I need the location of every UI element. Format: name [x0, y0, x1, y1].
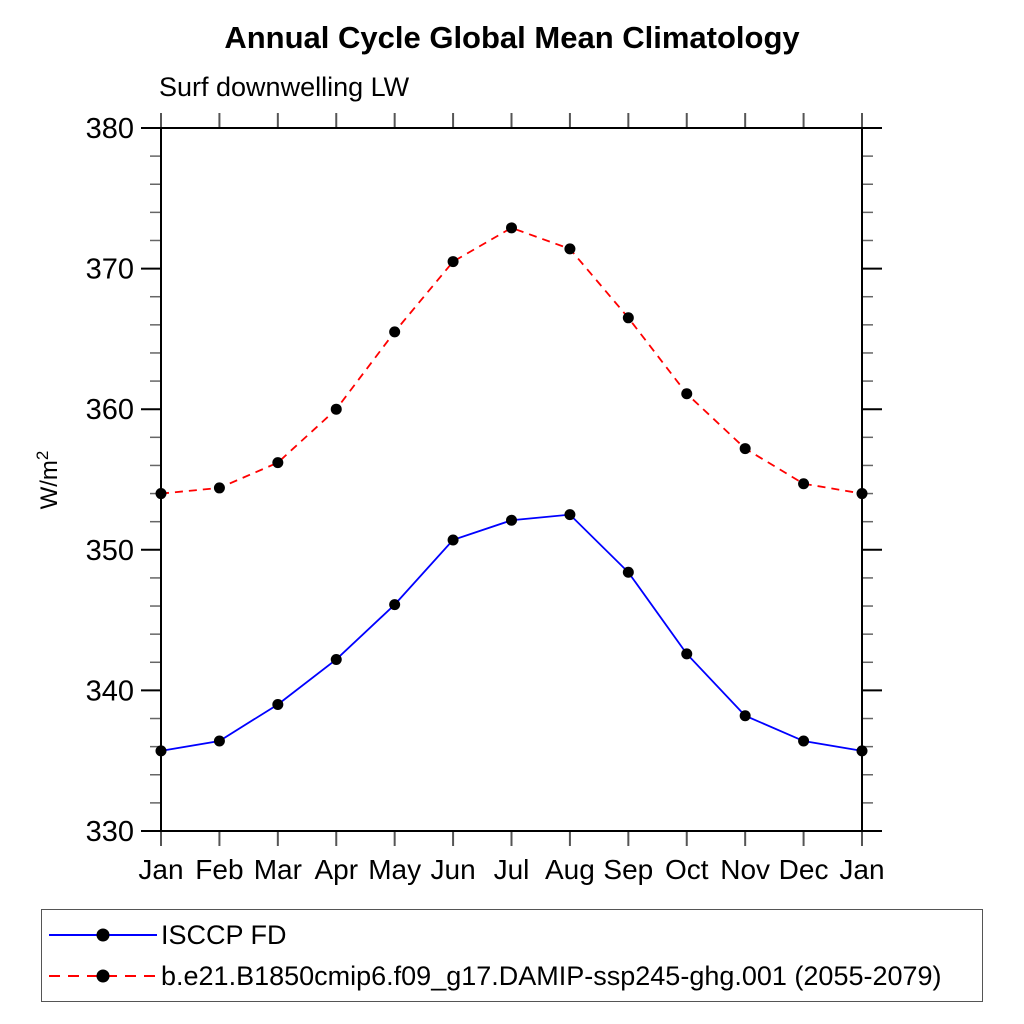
- data-point: [389, 599, 401, 611]
- data-point: [856, 745, 868, 757]
- y-tick-label: 350: [86, 535, 134, 567]
- legend-line-sample: [49, 969, 157, 983]
- y-axis-label: W/m2: [33, 451, 63, 510]
- data-point: [447, 256, 459, 268]
- data-point: [739, 710, 751, 722]
- data-point: [506, 222, 517, 234]
- x-tick-label: Dec: [779, 854, 829, 885]
- data-point: [622, 312, 634, 324]
- x-tick-label: Jun: [431, 854, 476, 885]
- x-tick-label: Oct: [665, 854, 709, 885]
- data-point: [681, 388, 693, 400]
- data-point: [681, 648, 693, 660]
- data-point: [155, 488, 167, 500]
- legend-box: ISCCP FD b.e21.B1850cmip6.f09_g17.DAMIP-s…: [41, 909, 983, 1002]
- data-point: [739, 443, 751, 455]
- x-tick-label: Jan: [138, 854, 183, 885]
- data-point: [330, 653, 342, 665]
- y-tick-label: 340: [86, 675, 134, 707]
- data-point: [506, 514, 517, 526]
- x-tick-label: Jan: [839, 854, 884, 885]
- legend-item: b.e21.B1850cmip6.f09_g17.DAMIP-ssp245-gh…: [47, 958, 982, 994]
- data-point: [272, 698, 284, 710]
- data-point: [213, 735, 225, 747]
- chart-title: Annual Cycle Global Mean Climatology: [224, 20, 800, 55]
- x-tick-label: Nov: [720, 854, 770, 885]
- data-point: [213, 482, 225, 494]
- legend-label: b.e21.B1850cmip6.f09_g17.DAMIP-ssp245-gh…: [161, 960, 942, 991]
- chart-subtitle: Surf downwelling LW: [159, 72, 410, 102]
- data-point: [330, 403, 342, 415]
- data-point: [272, 457, 284, 469]
- legend-label: ISCCP FD: [161, 919, 287, 950]
- data-point: [622, 566, 634, 578]
- x-tick-label: Sep: [603, 854, 653, 885]
- x-tick-label: Apr: [314, 854, 358, 885]
- x-tick-label: May: [368, 854, 421, 885]
- data-point: [389, 326, 401, 338]
- data-point: [798, 478, 810, 490]
- data-point: [798, 735, 810, 747]
- legend-line-sample: [49, 928, 157, 942]
- x-tick-label: Feb: [195, 854, 243, 885]
- x-tick-label: Jul: [494, 854, 530, 885]
- plot-area: 330 340 350 360 370 380 Jan Feb Mar Apr May Jun Jul A…: [33, 113, 885, 885]
- data-point: [856, 488, 868, 500]
- data-point: [155, 745, 167, 757]
- plot-frame: [160, 127, 863, 832]
- y-tick-label: 360: [86, 394, 134, 426]
- data-point: [447, 534, 459, 546]
- series-line: [160, 513, 863, 752]
- x-tick-label: Aug: [545, 854, 595, 885]
- y-tick-label: 330: [86, 816, 134, 848]
- y-tick-label: 370: [86, 254, 134, 286]
- y-tick-label: 380: [86, 113, 134, 145]
- series-line: [160, 226, 863, 495]
- data-point: [564, 509, 576, 521]
- legend-item: ISCCP FD: [47, 917, 982, 953]
- x-tick-label: Mar: [254, 854, 302, 885]
- data-point: [564, 243, 576, 255]
